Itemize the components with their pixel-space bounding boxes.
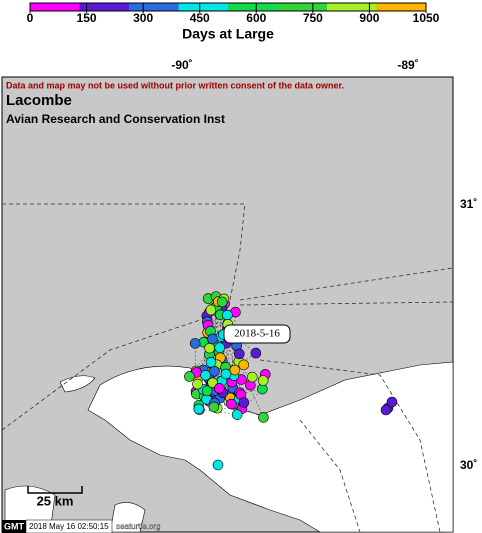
location-dot	[189, 338, 201, 349]
colorbar-segment	[327, 3, 377, 11]
colorbar-tick-label: 750	[303, 11, 323, 25]
location-dot	[250, 347, 262, 359]
scale-bar	[27, 486, 83, 494]
lon-label: -90˚	[171, 58, 192, 72]
timestamp-box	[25, 519, 113, 533]
lon-label: -89˚	[397, 58, 418, 72]
location-dot	[380, 404, 392, 416]
colorbar-tick-label: 900	[359, 11, 379, 25]
colorbar-tick-label: 450	[190, 11, 210, 25]
location-dot	[184, 371, 195, 382]
scale-label: 25 km	[37, 493, 74, 508]
location-dot	[233, 348, 245, 360]
site: seaturtle.org	[116, 522, 160, 531]
colorbar-segment	[30, 3, 80, 11]
map-subtitle: Avian Research and Conservation Inst	[6, 112, 225, 126]
location-dot	[238, 397, 250, 408]
logo-box	[2, 520, 26, 533]
lat-label: 31˚	[460, 197, 477, 211]
location-dot	[238, 359, 250, 371]
colorbar-segment	[228, 3, 278, 11]
location-dot	[209, 365, 220, 377]
location-dot	[257, 375, 269, 386]
colorbar: 0 150 300 450 600 750 900 1050	[27, 2, 440, 25]
location-dot	[214, 383, 225, 394]
location-dot	[208, 401, 220, 413]
colorbar-segment	[79, 3, 129, 11]
locations	[184, 291, 398, 471]
colorbar-tick-label: 1050	[413, 11, 440, 25]
boundaries	[1, 203, 454, 533]
location-dot	[201, 385, 213, 397]
location-dot	[231, 409, 243, 420]
location-dot	[216, 296, 228, 308]
location-dot	[205, 357, 217, 368]
location-dot	[193, 403, 205, 415]
location-dot	[222, 309, 233, 321]
colorbar-segment	[129, 3, 179, 11]
location-dot	[214, 342, 226, 354]
lat-label: 30˚	[460, 458, 477, 472]
colorbar-segment	[277, 3, 327, 11]
location-dot	[246, 371, 258, 383]
location-dot	[205, 304, 217, 316]
location-dot	[212, 459, 224, 471]
location-dot	[200, 370, 211, 381]
timestamp: 2018 May 16 02:50:15	[29, 522, 109, 531]
location-dot	[386, 396, 398, 408]
location-dot	[226, 398, 237, 410]
colorbar-label: Days at Large	[182, 26, 274, 42]
date-box	[223, 324, 291, 344]
colorbar-tick-label: 150	[77, 11, 97, 25]
colorbar-tick-label: 600	[246, 11, 266, 25]
logo: GMT	[4, 521, 24, 531]
colorbar-segment	[376, 3, 426, 11]
location-dot	[258, 412, 269, 423]
colorbar-tick-label: 0	[27, 11, 34, 25]
location-dot	[220, 368, 232, 380]
colorbar-segment	[178, 3, 228, 11]
location-dot	[204, 342, 215, 354]
colorbar-tick-label: 300	[133, 11, 153, 25]
map-title: Lacombe	[6, 92, 72, 109]
date-label: 2018-5-16	[234, 328, 280, 340]
location-dot	[207, 333, 218, 345]
location-dot	[229, 364, 241, 376]
notice: Data and map may not be used without pri…	[6, 80, 344, 90]
location-dot	[192, 378, 203, 390]
